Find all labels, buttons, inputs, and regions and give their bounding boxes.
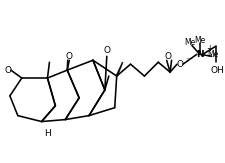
Text: O: O — [165, 52, 172, 61]
Text: O: O — [4, 66, 11, 75]
Text: N: N — [196, 50, 204, 59]
Text: Me: Me — [207, 50, 218, 59]
Polygon shape — [116, 62, 123, 76]
Text: ⁻: ⁻ — [186, 56, 190, 65]
Text: H: H — [44, 129, 51, 138]
Text: Me: Me — [184, 38, 196, 47]
Text: Me: Me — [194, 36, 205, 45]
Text: O: O — [176, 60, 184, 69]
Text: OH: OH — [211, 66, 225, 75]
Text: +: + — [207, 44, 213, 53]
Text: O: O — [66, 52, 73, 61]
Text: O: O — [103, 46, 110, 55]
